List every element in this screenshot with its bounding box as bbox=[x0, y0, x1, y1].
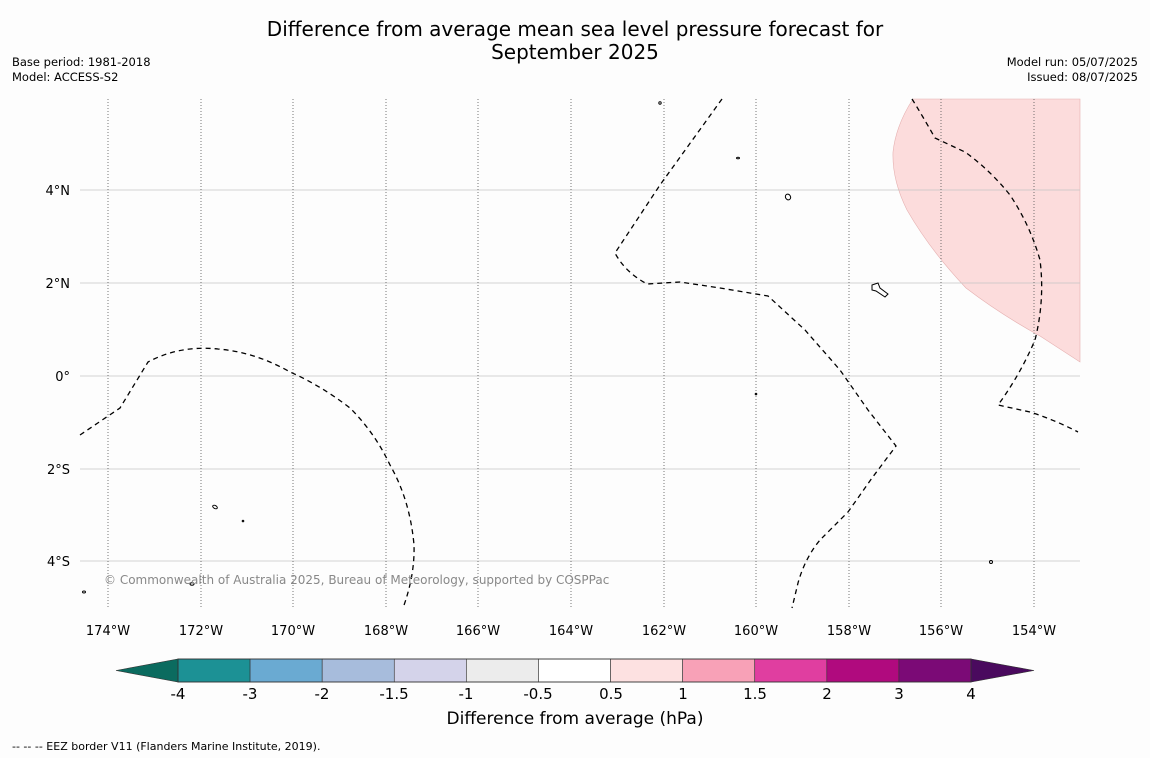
colorbar-tick: -3 bbox=[243, 685, 258, 703]
colorbar-segment bbox=[898, 658, 972, 683]
lon-label: 154°W bbox=[1012, 624, 1056, 639]
colorbar-segment bbox=[826, 658, 900, 683]
eez-border-line-islands bbox=[614, 98, 897, 609]
island-kiritimati bbox=[871, 282, 889, 298]
colorbar-segments bbox=[177, 658, 972, 683]
colorbar-segment bbox=[466, 658, 539, 683]
colorbar-tick: 3 bbox=[894, 685, 904, 703]
model-info: Base period: 1981-2018 Model: ACCESS-S2 bbox=[12, 55, 151, 85]
anomaly-region bbox=[892, 98, 1081, 363]
title-line-1: Difference from average mean sea level p… bbox=[266, 17, 884, 41]
lon-label: 172°W bbox=[179, 624, 223, 639]
lon-label: 166°W bbox=[456, 624, 500, 639]
lon-label: 168°W bbox=[364, 624, 408, 639]
lon-label: 174°W bbox=[86, 624, 130, 639]
lat-label: 4°S bbox=[47, 555, 70, 570]
lat-label: 2°S bbox=[47, 463, 70, 478]
footnote: -- -- -- EEZ border V11 (Flanders Marine… bbox=[12, 740, 321, 753]
colorbar-label: Difference from average (hPa) bbox=[446, 709, 704, 729]
lon-label: 156°W bbox=[919, 624, 963, 639]
colorbar: -4 -3 -2 -1.5 -1 -0.5 0.5 1 1.5 2 3 4 bbox=[115, 658, 1035, 703]
lon-label: 158°W bbox=[827, 624, 871, 639]
island bbox=[658, 101, 662, 105]
islands bbox=[82, 101, 993, 594]
colorbar-segment bbox=[538, 658, 611, 683]
island bbox=[189, 582, 195, 586]
colorbar-tick: 0.5 bbox=[599, 685, 623, 703]
island bbox=[82, 590, 86, 594]
lon-label: 160°W bbox=[734, 624, 778, 639]
colorbar-tick: -0.5 bbox=[523, 685, 552, 703]
colorbar-tick: -2 bbox=[315, 685, 330, 703]
colorbar-tick: 1 bbox=[678, 685, 688, 703]
island bbox=[241, 519, 245, 523]
island bbox=[212, 504, 218, 510]
colorbar-tick: -4 bbox=[171, 685, 186, 703]
colorbar-tick: 4 bbox=[966, 685, 976, 703]
lon-labels: 174°W 172°W 170°W 168°W 166°W 164°W 162°… bbox=[86, 624, 1056, 639]
island bbox=[784, 193, 792, 201]
colorbar-segment bbox=[393, 658, 467, 683]
base-period: Base period: 1981-2018 bbox=[12, 55, 151, 69]
map-plot-area: © Commonwealth of Australia 2025, Bureau… bbox=[79, 98, 1081, 609]
lon-label: 162°W bbox=[642, 624, 686, 639]
colorbar-tick: -1 bbox=[459, 685, 474, 703]
colorbar-segment bbox=[754, 658, 828, 683]
colorbar-segment bbox=[610, 658, 683, 683]
lat-labels: 4°N 2°N 0° 2°S 4°S bbox=[46, 184, 71, 570]
model-run-date: Model run: 05/07/2025 bbox=[1006, 55, 1138, 69]
lon-label: 164°W bbox=[549, 624, 593, 639]
lon-gridlines bbox=[107, 99, 1035, 608]
eez-borders bbox=[79, 98, 1079, 609]
map-title: Difference from average mean sea level p… bbox=[0, 18, 1150, 64]
colorbar-tick: 1.5 bbox=[743, 685, 767, 703]
lat-gridlines bbox=[80, 189, 1080, 562]
colorbar-segment bbox=[321, 658, 395, 683]
colorbar-tick: 2 bbox=[822, 685, 832, 703]
island bbox=[736, 156, 740, 160]
model-name: Model: ACCESS-S2 bbox=[12, 70, 119, 84]
issued-date: Issued: 08/07/2025 bbox=[1027, 70, 1138, 84]
lat-label: 0° bbox=[55, 370, 70, 385]
colorbar-frame bbox=[177, 658, 972, 683]
colorbar-segment bbox=[249, 658, 323, 683]
island bbox=[754, 392, 758, 396]
colorbar-segment bbox=[177, 658, 251, 683]
colorbar-segment bbox=[682, 658, 756, 683]
lat-label: 2°N bbox=[46, 277, 71, 292]
copyright-notice: © Commonwealth of Australia 2025, Bureau… bbox=[104, 573, 609, 587]
lon-label: 170°W bbox=[271, 624, 315, 639]
colorbar-high-extend bbox=[970, 658, 1035, 683]
colorbar-ticks: -4 -3 -2 -1.5 -1 -0.5 0.5 1 1.5 2 3 4 bbox=[171, 685, 976, 703]
island bbox=[989, 560, 993, 564]
lat-label: 4°N bbox=[46, 184, 71, 199]
run-info: Model run: 05/07/2025 Issued: 08/07/2025 bbox=[1007, 55, 1138, 85]
colorbar-low-extend bbox=[115, 658, 179, 683]
eez-border-kiribati-west bbox=[79, 347, 415, 609]
title-line-2: September 2025 bbox=[491, 40, 659, 64]
colorbar-tick: -1.5 bbox=[379, 685, 408, 703]
